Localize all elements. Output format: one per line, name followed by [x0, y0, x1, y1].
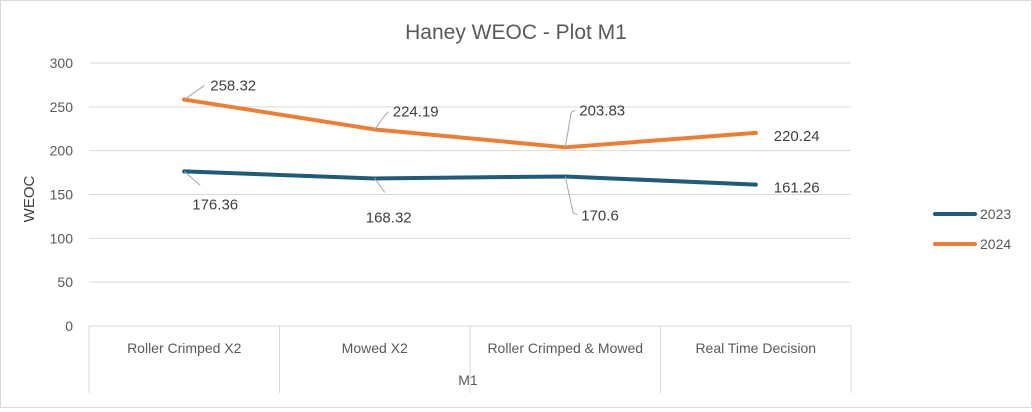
x-tick-label: Mowed X2: [342, 340, 408, 356]
legend: 2023 2024: [933, 206, 1011, 252]
legend-label: 2023: [980, 206, 1011, 222]
data-label: 203.83: [579, 102, 625, 119]
y-tick-label: 0: [65, 318, 73, 334]
data-label: 161.26: [774, 180, 820, 197]
y-tick-label: 100: [50, 230, 74, 246]
leader-line: [564, 176, 578, 215]
x-axis-label: M1: [458, 372, 478, 388]
series-line-2023: [182, 169, 758, 187]
y-tick-label: 200: [50, 143, 74, 159]
x-tick-label: Real Time Decision: [695, 340, 816, 356]
y-tick-label: 150: [50, 187, 74, 203]
series-layer: [182, 97, 758, 187]
x-tick-label: Roller Crimped & Mowed: [487, 340, 643, 356]
data-label: 170.6: [581, 207, 619, 224]
chart-title: Haney WEOC - Plot M1: [405, 21, 627, 44]
leader-line: [374, 178, 386, 193]
grid-layer: [89, 62, 851, 327]
y-axis-label: WEOC: [21, 176, 38, 223]
leader-line: [183, 85, 205, 100]
series-line-2024: [182, 97, 758, 150]
axis-layer: 0 50 100 150 200 250 300 Roller Crimped X2 Mowed…: [50, 55, 852, 393]
legend-label: 2024: [980, 236, 1011, 252]
y-tick-label: 250: [50, 99, 74, 115]
x-tick-label: Roller Crimped X2: [127, 340, 242, 356]
y-tick-label: 300: [50, 55, 74, 71]
data-label: 224.19: [393, 103, 439, 120]
leader-line: [374, 111, 390, 130]
leader-line: [564, 109, 576, 148]
data-label: 168.32: [366, 209, 412, 226]
data-point: [753, 182, 758, 187]
data-label: 220.24: [774, 128, 820, 145]
data-label-layer: 176.36 168.32 170.6 161.26 258.32 224.19 203.8…: [183, 78, 820, 226]
data-point: [753, 130, 758, 135]
y-tick-label: 50: [57, 274, 73, 290]
leader-line: [183, 171, 201, 186]
data-label: 176.36: [192, 196, 238, 213]
data-label: 258.32: [210, 78, 256, 95]
